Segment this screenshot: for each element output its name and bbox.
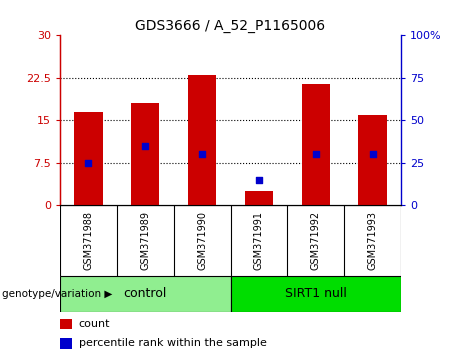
Text: GSM371990: GSM371990 [197, 211, 207, 270]
Bar [74, 112, 102, 205]
Title: GDS3666 / A_52_P1165006: GDS3666 / A_52_P1165006 [136, 19, 325, 33]
Bar [230, 276, 401, 312]
Bar [245, 191, 273, 205]
Point [85, 160, 92, 166]
Point [142, 143, 149, 149]
Text: GSM371989: GSM371989 [140, 211, 150, 270]
Bar [60, 276, 230, 312]
Point [255, 177, 263, 183]
Bar [60, 319, 72, 329]
Text: genotype/variation ▶: genotype/variation ▶ [2, 289, 112, 299]
Point [312, 152, 319, 157]
Point [369, 152, 376, 157]
Bar [188, 75, 216, 205]
Text: GSM371992: GSM371992 [311, 211, 321, 270]
Bar [60, 338, 72, 349]
Text: GSM371993: GSM371993 [367, 211, 378, 270]
Text: control: control [124, 287, 167, 300]
Bar [358, 115, 387, 205]
Bar [131, 103, 160, 205]
Text: GSM371988: GSM371988 [83, 211, 94, 270]
Point [198, 152, 206, 157]
Text: SIRT1 null: SIRT1 null [285, 287, 347, 300]
Text: percentile rank within the sample: percentile rank within the sample [79, 338, 266, 348]
Bar [301, 84, 330, 205]
Text: GSM371991: GSM371991 [254, 211, 264, 270]
Text: count: count [79, 319, 110, 329]
